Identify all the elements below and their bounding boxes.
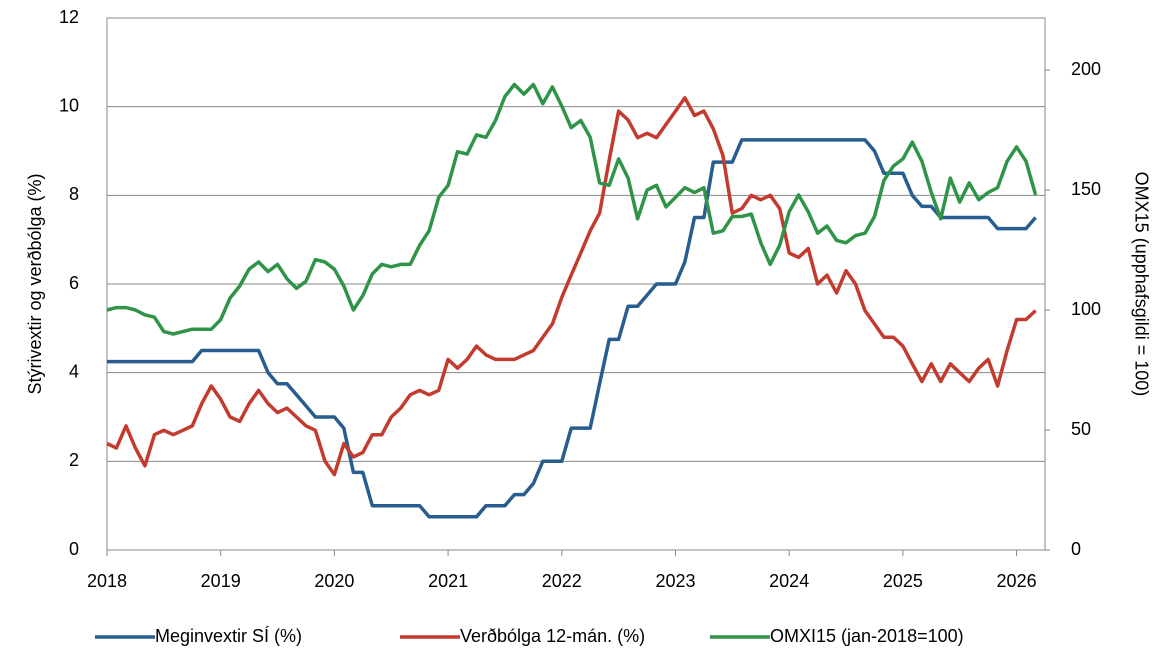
y-axis-label: Stýrivextir og verðbólga (%)	[25, 173, 45, 394]
y2-tick-label: 100	[1071, 299, 1101, 319]
legend-label: Meginvextir SÍ (%)	[155, 626, 302, 646]
x-tick-label: 2022	[542, 571, 582, 591]
x-tick-label: 2019	[201, 571, 241, 591]
y-tick-label: 6	[69, 273, 79, 293]
x-tick-label: 2021	[428, 571, 468, 591]
y-tick-label: 4	[69, 361, 79, 381]
series-line	[107, 138, 1037, 519]
y2-tick-label: 200	[1071, 59, 1101, 79]
x-tick-label: 2025	[883, 571, 923, 591]
y-tick-label: 8	[69, 184, 79, 204]
plot-frame	[106, 17, 1046, 551]
y-tick-label: 2	[69, 450, 79, 470]
x-tick-label: 2018	[87, 571, 127, 591]
x-tick-label: 2020	[314, 571, 354, 591]
y-tick-label: 10	[59, 95, 79, 115]
series-line	[106, 96, 1037, 477]
y-tick-label: 0	[69, 539, 79, 559]
x-tick-label: 2023	[655, 571, 695, 591]
y2-tick-label: 150	[1071, 179, 1101, 199]
x-tick-label: 2024	[769, 571, 809, 591]
legend-label: OMXI15 (jan-2018=100)	[770, 626, 964, 646]
x-tick-label: 2026	[997, 571, 1037, 591]
legend-label: Verðbólga 12-mán. (%)	[460, 626, 645, 646]
y-tick-label: 12	[59, 7, 79, 27]
y2-axis-label: OMX15 (upphafsgildi = 100)	[1131, 172, 1151, 397]
y2-tick-label: 0	[1071, 539, 1081, 559]
series-line	[106, 82, 1038, 336]
y2-tick-label: 50	[1071, 419, 1091, 439]
